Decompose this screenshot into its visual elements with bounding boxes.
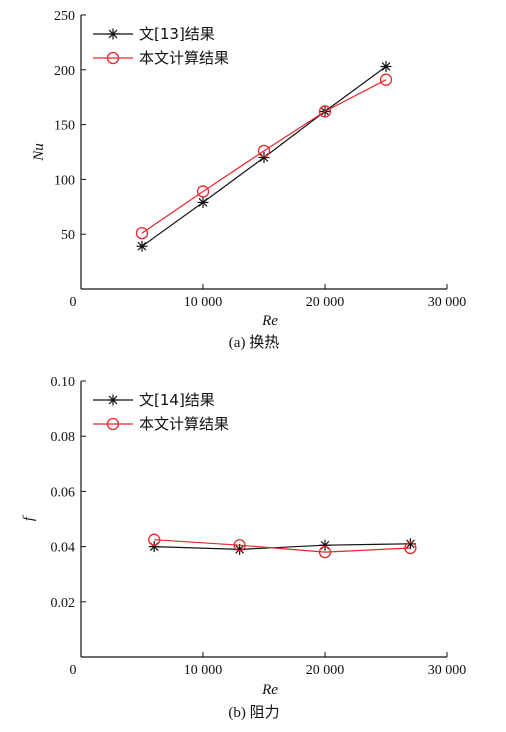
data-point-circle	[233, 539, 246, 552]
chart-friction: 0.02 0.04 0.06 0.08 0.10 0 10 000 20 000 30 000…	[21, 375, 466, 721]
y-tick-label: 0.08	[51, 430, 76, 445]
y-ticks: 0.02 0.04 0.06 0.08 0.10	[51, 375, 86, 611]
x-ticks: 0 10 000 20 000 30 000	[70, 284, 467, 310]
data-point-asterisk	[197, 196, 209, 208]
y-tick-label: 0.04	[51, 541, 76, 556]
series-group	[148, 533, 417, 559]
x-tick-label: 30 000	[428, 663, 467, 678]
legend-asterisk-marker	[107, 28, 119, 40]
series-line-1	[154, 543, 411, 551]
caption-a: (a) 换热	[229, 334, 279, 351]
y-ticks: 50 100 150 200 250	[54, 9, 86, 243]
data-point-circle	[379, 73, 393, 86]
legend-asterisk-glyph	[107, 28, 119, 40]
y-tick-label: 0.06	[51, 485, 76, 500]
y-axis-title: f	[21, 515, 37, 521]
x-ticks: 0 10 000 20 000 30 000	[70, 652, 467, 678]
legend-asterisk-marker	[107, 394, 119, 406]
data-point-asterisk	[136, 240, 148, 252]
y-tick-label: 50	[61, 228, 75, 243]
x-tick-label: 10 000	[184, 295, 223, 310]
data-point-circle	[318, 545, 332, 559]
y-tick-label: 200	[54, 64, 75, 79]
legend-label-2: 本文计算结果	[139, 415, 229, 433]
x-axis-title: Re	[261, 682, 278, 698]
x-tick-label: 0	[70, 663, 77, 678]
legend-asterisk-glyph	[107, 394, 119, 406]
x-tick-label: 30 000	[428, 295, 467, 310]
series-line-2	[154, 539, 411, 553]
x-tick-label: 0	[70, 295, 77, 310]
y-tick-label: 0.10	[51, 375, 76, 390]
y-tick-label: 250	[54, 9, 75, 24]
legend-circle-marker	[106, 417, 120, 431]
series-line-2	[141, 79, 387, 234]
y-axis-title: Nu	[31, 143, 47, 162]
series-group	[135, 61, 393, 252]
y-tick-label: 150	[54, 119, 75, 134]
data-point-circle	[135, 226, 149, 240]
data-point-asterisk	[258, 151, 270, 163]
y-tick-label: 100	[54, 173, 75, 188]
legend-label-2: 本文计算结果	[139, 49, 229, 67]
data-point-circle	[196, 185, 210, 198]
data-point-asterisk	[380, 61, 392, 73]
data-point-circle	[257, 144, 271, 158]
legend-circle-marker	[106, 51, 120, 65]
data-point-circle	[148, 533, 161, 546]
data-point-circle	[318, 105, 332, 118]
chart-heat-transfer: 50 100 150 200 250 0 10 000 20 000 30 000 Nu Re…	[31, 9, 466, 351]
caption-b: (b) 阻力	[228, 704, 279, 721]
x-axis-title: Re	[261, 313, 278, 329]
legend-label-1: 文[14]结果	[139, 391, 215, 409]
x-tick-label: 20 000	[306, 663, 345, 678]
y-tick-label: 0.02	[51, 596, 76, 611]
legend: 文[13]结果 本文计算结果	[93, 25, 229, 67]
x-tick-label: 10 000	[184, 663, 223, 678]
data-point-circle	[404, 541, 417, 555]
x-tick-label: 20 000	[306, 295, 345, 310]
legend: 文[14]结果 本文计算结果	[93, 391, 229, 433]
legend-label-1: 文[13]结果	[139, 25, 215, 43]
